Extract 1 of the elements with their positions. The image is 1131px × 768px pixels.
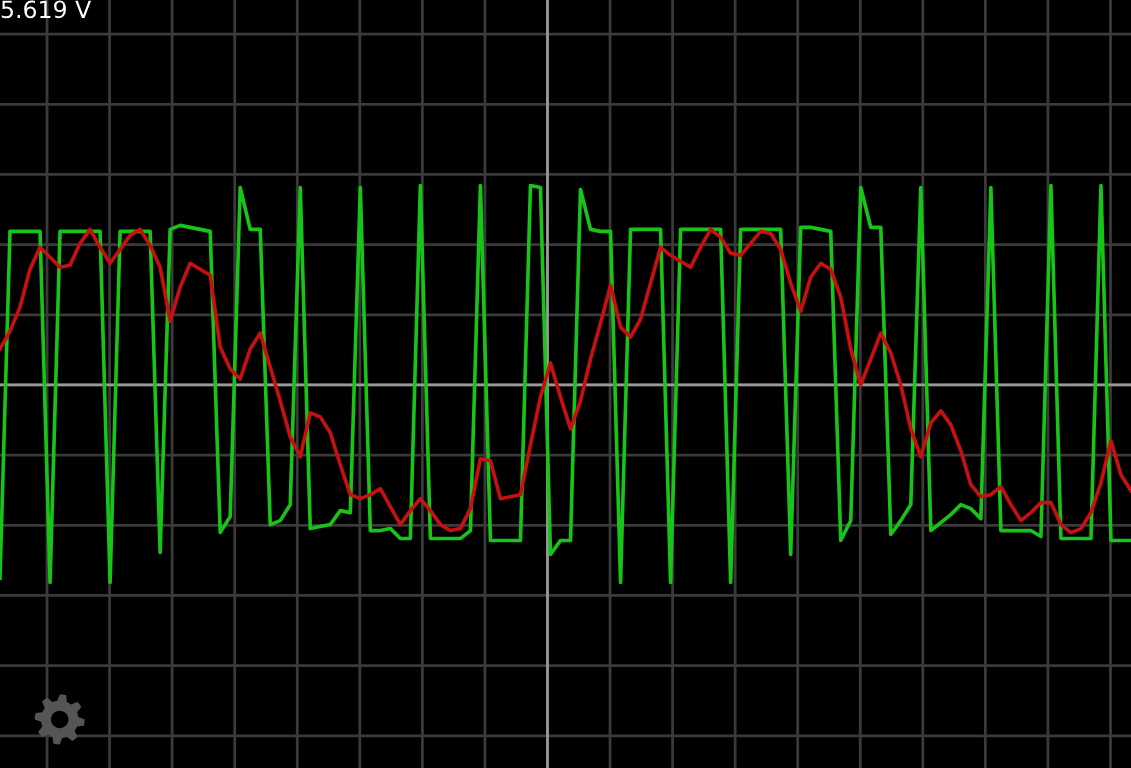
text: 5.619 V [1,0,92,19]
